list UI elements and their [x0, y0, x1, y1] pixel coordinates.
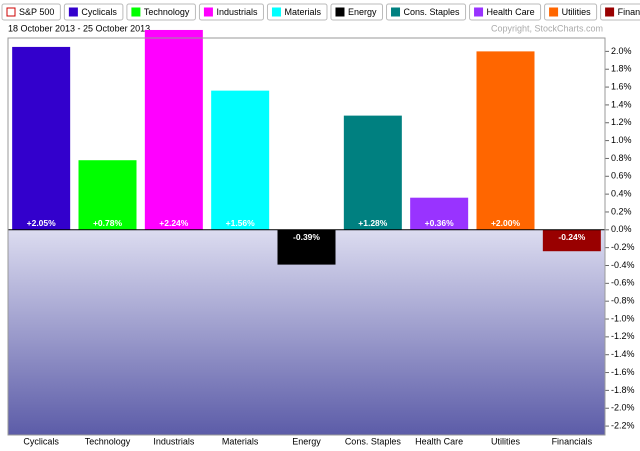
legend-item: [266, 3, 328, 21]
value-label: -0.39%: [293, 232, 320, 242]
x-tick-label: Industrials: [153, 436, 195, 446]
legend-swatch: [549, 7, 559, 17]
y-tick-label: -0.2%: [611, 242, 635, 252]
y-tick-label: -0.4%: [611, 260, 635, 270]
y-tick-label: 0.4%: [611, 188, 632, 198]
value-label: -0.24%: [558, 232, 585, 242]
value-label: +2.05%: [27, 218, 57, 228]
x-tick-label: Health Care: [415, 436, 463, 446]
y-tick-label: 1.6%: [611, 81, 632, 91]
x-tick-label: Energy: [292, 436, 321, 446]
legend-item: [469, 3, 542, 21]
legend-label: Technology: [144, 7, 190, 17]
subtitle: 18 October 2013 - 25 October 2013: [8, 23, 150, 33]
legend-swatch: [6, 7, 16, 17]
legend-item: [1, 3, 61, 21]
legend-swatch: [203, 7, 213, 17]
y-tick-label: 1.4%: [611, 99, 632, 109]
value-label: +0.78%: [93, 218, 123, 228]
y-tick-label: -1.6%: [611, 367, 635, 377]
legend-item: [63, 3, 124, 21]
legend-label: Cyclicals: [81, 7, 117, 17]
legend-item: [126, 3, 196, 21]
legend: S&P 500 Cyclicals Technology Industrials Mat…: [1, 3, 640, 21]
plot-border: [7, 37, 606, 436]
x-tick-label: Utilities: [491, 436, 521, 446]
value-label: +2.24%: [159, 218, 189, 228]
y-tick-label: 0.6%: [611, 171, 632, 181]
value-label: +0.36%: [425, 218, 455, 228]
legend-swatch: [474, 7, 484, 17]
legend-swatch: [335, 7, 345, 17]
legend-label: Financials: [618, 7, 640, 17]
legend-swatch: [271, 7, 281, 17]
y-tick-label: 0.0%: [611, 224, 632, 234]
y-tick-label: -1.8%: [611, 385, 635, 395]
x-tick-label: Financials: [552, 436, 593, 446]
x-tick-label: Technology: [85, 436, 131, 446]
legend-swatch: [391, 7, 401, 17]
bar: [542, 229, 601, 252]
y-tick-label: -1.2%: [611, 331, 635, 341]
y-tick-label: 1.2%: [611, 117, 632, 127]
bar: [78, 160, 137, 230]
legend-label: Energy: [348, 7, 377, 17]
legend-label: Utilities: [562, 7, 592, 17]
legend-label: Materials: [284, 7, 321, 17]
y-tick-label: -0.6%: [611, 278, 635, 288]
legend-label: Industrials: [216, 7, 258, 17]
legend-label: S&P 500: [19, 7, 54, 17]
y-tick-label: -0.8%: [611, 296, 635, 306]
legend-swatch: [68, 7, 78, 17]
legend-item: [198, 3, 264, 21]
legend-label: Cons. Staples: [404, 7, 461, 17]
y-tick-label: -2.2%: [611, 420, 635, 430]
y-tick-label: 2.0%: [611, 46, 632, 56]
bar: [410, 197, 469, 230]
bar: [277, 229, 336, 265]
y-tick-label: 1.0%: [611, 135, 632, 145]
y-tick-label: -2.0%: [611, 403, 635, 413]
legend-swatch: [131, 7, 141, 17]
value-label: +1.56%: [226, 218, 256, 228]
y-tick-label: 1.8%: [611, 64, 632, 74]
legend-item: [386, 3, 467, 21]
x-tick-label: Materials: [222, 436, 259, 446]
y-tick-label: 0.8%: [611, 153, 632, 163]
x-tick-label: Cons. Staples: [345, 436, 402, 446]
y-tick-label: -1.4%: [611, 349, 635, 359]
x-tick-label: Cyclicals: [23, 436, 59, 446]
value-label: +1.28%: [358, 218, 388, 228]
legend-label: Health Care: [487, 7, 535, 17]
bar: [476, 51, 535, 230]
copyright: Copyright, StockCharts.com: [491, 23, 603, 33]
legend-swatch: [605, 7, 615, 17]
y-tick-label: 0.2%: [611, 206, 632, 216]
bar: [343, 115, 402, 230]
bar: [144, 29, 203, 230]
bar: [211, 90, 270, 230]
y-tick-label: -1.0%: [611, 313, 635, 323]
value-label: +2.00%: [491, 218, 521, 228]
bar: [12, 46, 71, 230]
